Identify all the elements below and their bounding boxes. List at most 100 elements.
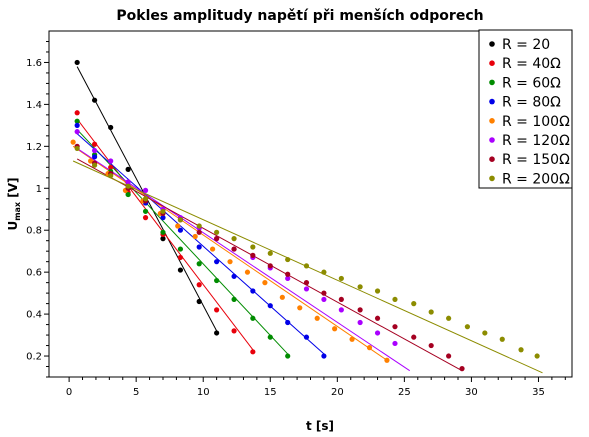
data-point-s3: [125, 191, 131, 198]
data-point-s7: [321, 290, 327, 296]
data-point-s5: [70, 139, 76, 145]
data-point-s1: [214, 330, 220, 336]
data-point-s2: [142, 215, 149, 221]
data-point-s5: [366, 345, 373, 351]
data-point-s8: [392, 296, 398, 303]
data-point-s2: [214, 307, 220, 313]
data-point-s8: [91, 162, 98, 168]
data-point-s7: [392, 324, 398, 330]
data-point-s5: [297, 305, 303, 311]
y-tick-label: 1.2: [26, 142, 42, 153]
data-point-s5: [332, 326, 338, 332]
legend-entry: R = 40Ω: [502, 56, 561, 72]
data-point-s4: [285, 319, 291, 326]
legend-entry: R = 200Ω: [502, 171, 570, 187]
y-tick-label: 1: [36, 184, 42, 195]
data-point-s4: [160, 215, 166, 221]
x-tick-label: 10: [197, 387, 210, 398]
data-point-s2: [231, 328, 237, 334]
data-point-s4: [91, 154, 98, 160]
data-point-s1: [196, 298, 202, 305]
x-tick-label: 35: [532, 387, 545, 398]
legend-entry: R = 80Ω: [502, 95, 561, 111]
legend-marker: [489, 118, 495, 124]
legend-entry: R = 150Ω: [502, 152, 570, 168]
legend-marker: [489, 175, 495, 182]
y-tick-label: 0.4: [26, 310, 42, 321]
data-point-s8: [285, 256, 291, 263]
fit-line-4: [76, 133, 325, 355]
data-point-s8: [374, 288, 381, 294]
legend-marker: [489, 137, 495, 143]
data-point-s5: [227, 259, 233, 265]
y-tick-label: 0.8: [26, 226, 42, 237]
data-point-s5: [349, 336, 355, 342]
data-point-s7: [459, 366, 465, 372]
data-point-s2: [196, 282, 202, 288]
data-point-s7: [231, 246, 237, 252]
y-axis-label-sub: max: [13, 201, 22, 221]
data-point-s6: [125, 179, 131, 185]
data-point-s7: [303, 280, 310, 286]
data-point-s7: [374, 315, 381, 321]
data-point-s7: [267, 263, 273, 269]
data-point-s4: [177, 227, 184, 233]
data-point-s1: [108, 124, 114, 131]
data-point-s3: [74, 118, 80, 124]
y-axis-label-main: U: [6, 221, 20, 231]
x-tick-label: 15: [264, 387, 277, 398]
data-point-s7: [357, 307, 363, 313]
data-point-s6: [303, 286, 310, 292]
legend-entry: R = 20: [502, 37, 550, 53]
data-point-s5: [384, 357, 390, 363]
data-point-s6: [91, 147, 98, 154]
data-point-s3: [160, 229, 166, 235]
legend-entry: R = 60Ω: [502, 75, 561, 91]
data-point-s6: [74, 129, 80, 135]
data-point-s1: [160, 236, 166, 242]
legend-entry: R = 120Ω: [502, 133, 570, 149]
data-point-s7: [214, 236, 220, 242]
data-point-s8: [464, 324, 470, 330]
data-point-s8: [267, 250, 273, 256]
data-point-s8: [196, 223, 202, 229]
data-points: [70, 59, 540, 372]
data-point-s4: [303, 334, 310, 340]
data-point-s6: [374, 330, 381, 336]
data-point-s8: [428, 309, 434, 315]
y-tick-label: 0.6: [26, 268, 42, 279]
data-point-s4: [74, 122, 80, 128]
legend-marker: [489, 60, 495, 66]
data-point-s8: [518, 347, 524, 353]
fit-line-6: [76, 148, 411, 372]
chart-title: Pokles amplitudy napětí při menších odpo…: [116, 8, 483, 24]
legend: R = 20 R = 40Ω R = 60Ω R = 80Ω R = 100Ω R = 1…: [478, 29, 573, 189]
x-axis-label: t [s]: [306, 419, 334, 433]
data-point-s6: [285, 275, 291, 282]
data-point-s8: [321, 269, 327, 275]
data-point-s8: [534, 353, 540, 359]
data-point-s2: [177, 254, 184, 261]
data-point-s8: [231, 236, 237, 242]
data-point-s2: [108, 164, 114, 170]
data-point-s3: [267, 334, 273, 340]
data-point-s3: [285, 353, 291, 359]
data-point-s8: [142, 196, 149, 202]
data-point-s7: [338, 296, 344, 303]
data-point-s4: [267, 303, 273, 309]
data-point-s3: [196, 261, 202, 267]
data-point-s2: [74, 110, 80, 116]
data-point-s5: [279, 294, 285, 300]
data-point-s4: [321, 353, 327, 359]
fit-lines: [72, 66, 543, 374]
legend-marker: [489, 41, 495, 47]
fit-line-5: [72, 145, 388, 361]
data-point-s6: [142, 187, 149, 193]
data-point-s6: [392, 340, 398, 347]
fit-line-3: [76, 129, 289, 355]
legend-marker: [489, 79, 495, 86]
data-point-s3: [142, 208, 149, 214]
data-point-s8: [108, 173, 114, 179]
data-point-s8: [125, 183, 131, 189]
data-point-s8: [74, 145, 80, 152]
